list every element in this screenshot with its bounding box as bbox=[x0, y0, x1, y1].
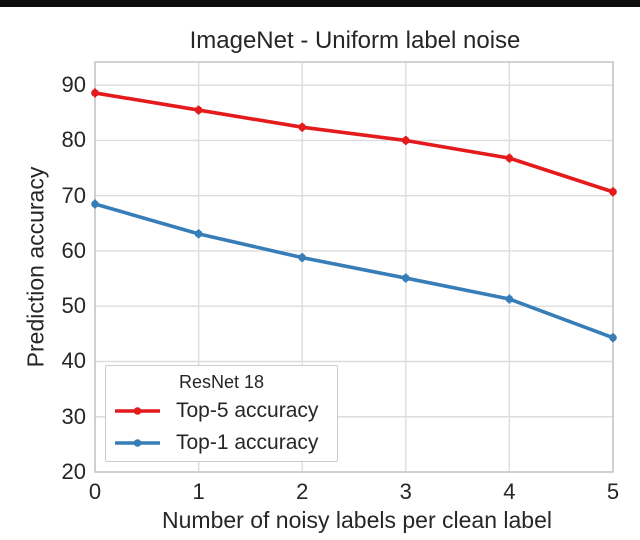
data-point-marker bbox=[298, 253, 307, 262]
data-point-marker bbox=[609, 188, 617, 196]
x-tick-label: 1 bbox=[192, 479, 205, 504]
legend-label-top5: Top-5 accuracy bbox=[176, 399, 319, 422]
x-tick-label: 0 bbox=[88, 479, 102, 504]
data-point-marker bbox=[91, 200, 99, 208]
y-tick-label: 80 bbox=[61, 127, 86, 153]
top1-line-swatch-icon bbox=[115, 439, 160, 447]
figure-top-border bbox=[0, 0, 640, 7]
y-tick-label: 20 bbox=[61, 459, 86, 484]
data-point-marker bbox=[402, 274, 410, 282]
legend-item-top1-accuracy: Top-1 accuracy bbox=[114, 427, 329, 459]
chart-title: ImageNet - Uniform label noise bbox=[189, 27, 521, 54]
data-point-marker bbox=[505, 295, 514, 303]
x-tick-label: 3 bbox=[399, 479, 412, 504]
data-point-marker bbox=[194, 230, 203, 238]
data-point-marker bbox=[505, 154, 514, 162]
legend-label-top1: Top-1 accuracy bbox=[176, 431, 319, 454]
y-tick-label: 40 bbox=[61, 348, 86, 374]
data-point-marker bbox=[194, 106, 203, 114]
y-tick-label: 50 bbox=[61, 293, 86, 319]
x-tick-label: 5 bbox=[606, 479, 620, 504]
x-axis-label: Number of noisy labels per clean label bbox=[162, 507, 552, 533]
x-tick-label: 4 bbox=[503, 479, 516, 504]
axes-spines bbox=[94, 61, 614, 473]
top5-line-swatch-icon bbox=[115, 407, 160, 415]
y-tick-label: 30 bbox=[61, 403, 86, 429]
data-point-marker bbox=[91, 89, 99, 97]
series-line bbox=[94, 202, 614, 340]
data-point-marker bbox=[298, 123, 307, 132]
x-tick-label: 2 bbox=[296, 479, 309, 504]
y-tick-label: 90 bbox=[61, 72, 86, 98]
data-point-marker bbox=[609, 333, 617, 342]
legend-title: ResNet 18 bbox=[178, 372, 265, 392]
series-line bbox=[94, 91, 614, 194]
legend-item-top5-accuracy: Top-5 accuracy bbox=[114, 395, 329, 427]
y-tick-label: 60 bbox=[61, 237, 86, 263]
y-tick-label: 70 bbox=[61, 182, 86, 208]
legend: ResNet 18 Top-5 accuracy Top-1 accuracy bbox=[105, 365, 338, 462]
data-point-marker bbox=[402, 136, 410, 145]
